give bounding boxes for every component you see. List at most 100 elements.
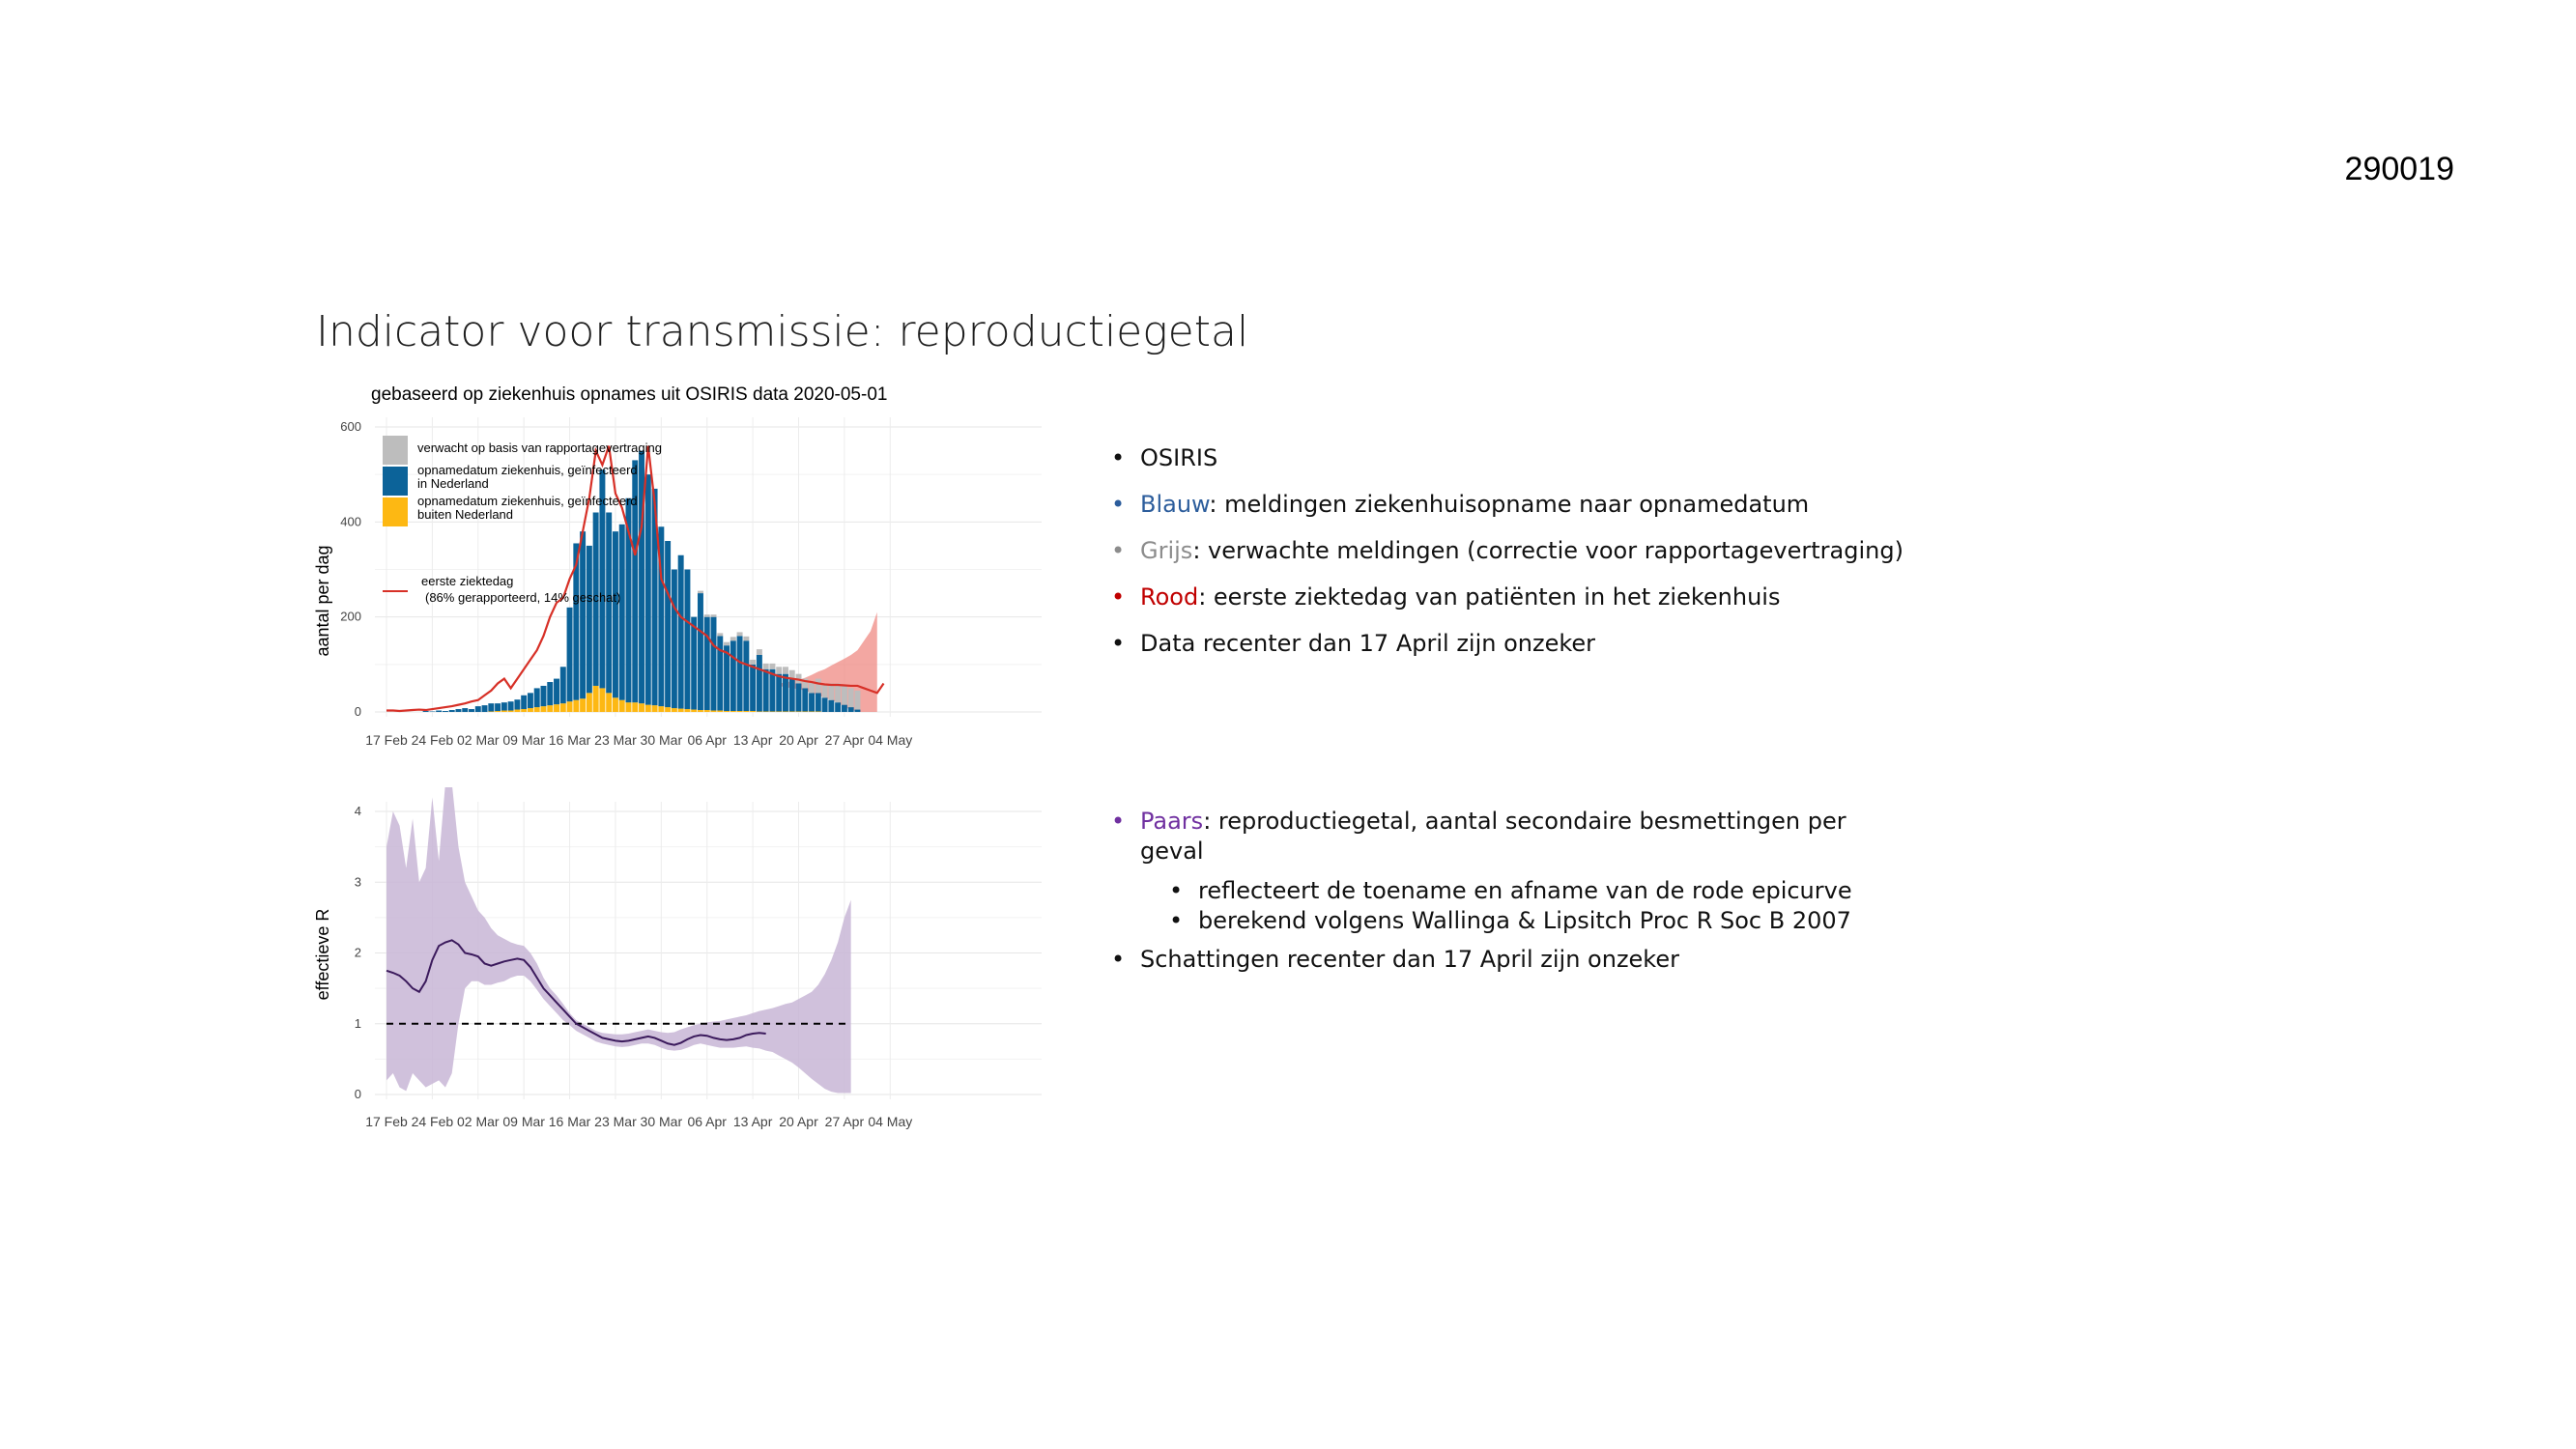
bar-expected — [782, 667, 788, 674]
bar-expected — [847, 688, 854, 708]
bar-nl — [684, 569, 691, 710]
x-tick-label: 17 Feb — [365, 1114, 408, 1129]
bar-nl — [736, 636, 743, 712]
bar-nl — [436, 710, 443, 712]
bar-nl — [625, 497, 632, 703]
y-tick-label: 0 — [355, 704, 361, 719]
x-tick-label: 06 Apr — [687, 1114, 727, 1129]
x-tick-label: 06 Apr — [687, 732, 727, 748]
bar-expected — [788, 669, 795, 679]
x-tick-label: 20 Apr — [779, 732, 818, 748]
bar-nl — [769, 668, 776, 712]
legend-swatch-abroad — [383, 497, 408, 526]
bar-expected — [750, 659, 757, 665]
bar-expected — [802, 678, 809, 689]
bar-abroad — [684, 709, 691, 712]
bar-expected — [841, 685, 847, 705]
bar-nl — [533, 688, 540, 708]
sub-bullet-list: reflecteert de toename en afname van de … — [1140, 876, 1903, 936]
bullet-text: berekend volgens Wallinga & Lipsitch Pro… — [1198, 907, 1851, 934]
y-axis-label: aantal per dag — [313, 545, 332, 656]
x-tick-labels: 17 Feb 24 Feb 02 Mar 09 Mar 16 Mar 23 Mar 30 M… — [365, 1114, 912, 1129]
bar-abroad — [559, 703, 566, 712]
y-tick-label: 600 — [340, 419, 361, 434]
bar-expected — [703, 614, 710, 617]
x-tick-label: 27 Apr — [825, 732, 865, 748]
bar-expected — [828, 683, 835, 700]
bar-abroad — [495, 711, 501, 712]
bar-nl — [756, 655, 762, 712]
x-tick-label: 04 May — [868, 1114, 912, 1129]
bar-nl — [632, 460, 639, 703]
x-tick-label: 23 Mar — [594, 732, 637, 748]
y-axis-label: effectieve R — [313, 909, 332, 1001]
bar-nl — [841, 704, 847, 712]
x-tick-label: 27 Apr — [825, 1114, 865, 1129]
bar-abroad — [521, 709, 528, 712]
bar-nl — [665, 541, 672, 708]
bullet-text: OSIRIS — [1140, 444, 1218, 471]
bar-expected — [835, 683, 842, 703]
bar-abroad — [730, 711, 736, 712]
r-line-group — [386, 939, 766, 1046]
bar-expected — [854, 690, 861, 710]
y-tick-label: 200 — [340, 610, 361, 624]
bar-nl — [821, 697, 828, 712]
bar-expected — [756, 649, 762, 655]
bar-nl — [592, 512, 599, 686]
y-tick-label: 2 — [355, 946, 361, 960]
bar-nl — [795, 683, 802, 712]
bar-nl — [462, 708, 469, 712]
bullet-keyword: Paars — [1140, 808, 1204, 835]
bar-nl — [703, 616, 710, 711]
bar-abroad — [703, 710, 710, 712]
bullet-uncertain-data: Data recenter dan 17 April zijn onzeker — [1111, 620, 1903, 667]
bar-abroad — [573, 699, 580, 712]
bar-nl — [599, 469, 606, 689]
bar-nl — [559, 667, 566, 704]
bar-nl — [474, 706, 481, 712]
bar-nl — [618, 524, 625, 700]
bar-abroad — [743, 711, 750, 712]
bar-expected — [743, 636, 750, 641]
bar-abroad — [566, 701, 573, 712]
bar-nl — [448, 710, 455, 712]
y-tick-label: 3 — [355, 874, 361, 889]
bar-nl — [547, 682, 554, 706]
bar-nl — [828, 699, 835, 712]
r-band — [386, 787, 851, 1094]
bar-nl — [606, 512, 613, 694]
bar-nl — [586, 545, 592, 694]
bullet-osiris: OSIRIS — [1111, 435, 1903, 481]
bar-abroad — [644, 704, 651, 712]
bar-abroad — [710, 710, 717, 712]
bar-nl — [573, 543, 580, 700]
bar-nl — [691, 616, 698, 710]
bullet-list-bottom: Paars: reproductiegetal, aantal secondai… — [1111, 807, 1903, 983]
bar-nl — [809, 693, 816, 712]
x-tick-label: 17 Feb — [365, 732, 408, 748]
bar-abroad — [580, 698, 587, 712]
bar-expected — [717, 633, 724, 637]
bar-nl — [671, 569, 677, 709]
bar-nl — [835, 702, 842, 712]
bar-nl — [847, 707, 854, 712]
bar-nl — [469, 709, 474, 712]
bar-abroad — [618, 699, 625, 712]
x-tick-labels: 17 Feb 24 Feb 02 Mar 09 Mar 16 Mar 23 Mar 30 M… — [365, 732, 912, 748]
bar-expected — [730, 637, 736, 641]
hospital-admissions-chart: gebaseerd op ziekenhuis opnames uit OSIR… — [313, 384, 1042, 748]
bar-expected — [697, 590, 703, 594]
x-tick-label: 09 Mar — [502, 1114, 545, 1129]
bar-abroad — [639, 703, 645, 712]
bar-nl — [776, 673, 783, 712]
legend-label-expected: verwacht op basis van rapportagevertragi… — [417, 440, 662, 455]
bar-nl — [658, 526, 665, 707]
bar-abroad — [533, 707, 540, 712]
x-tick-label: 02 Mar — [457, 732, 500, 748]
x-tick-label: 24 Feb — [412, 1114, 454, 1129]
bullet-purple: Paars: reproductiegetal, aantal secondai… — [1111, 807, 1903, 936]
bar-nl — [788, 678, 795, 712]
x-tick-label: 30 Mar — [641, 732, 683, 748]
bullet-text: : verwachte meldingen (correctie voor ra… — [1192, 537, 1903, 564]
